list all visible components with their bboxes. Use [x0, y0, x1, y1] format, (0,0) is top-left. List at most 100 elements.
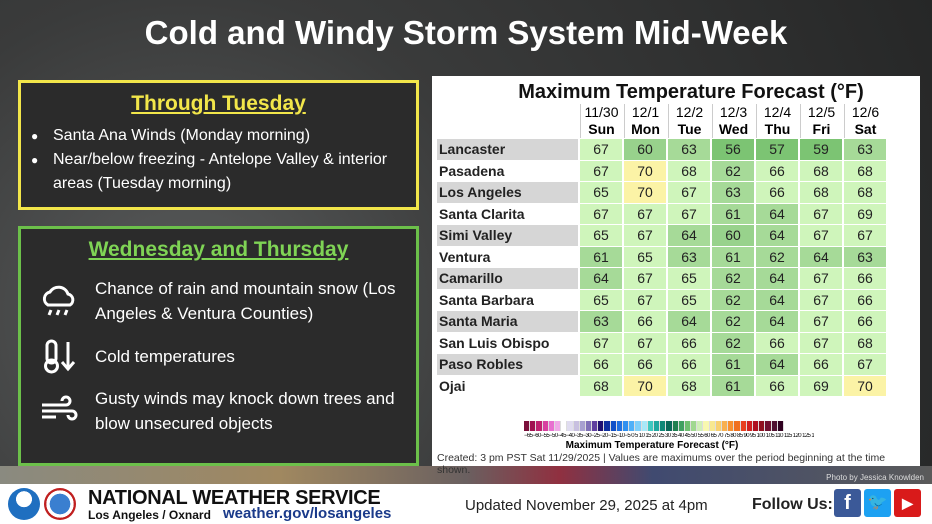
table-row: San Luis Obispo 67 67 66 62 66 67 68	[437, 332, 886, 353]
temp-cell: 67	[668, 182, 710, 203]
legend-swatch	[554, 421, 562, 431]
date-label: 12/3	[719, 104, 748, 120]
temp-cell: 68	[800, 160, 842, 181]
temp-cell: 66	[624, 311, 666, 332]
temp-cell: 67	[800, 332, 842, 353]
legend-swatch	[740, 421, 747, 431]
temp-cell: 64	[756, 203, 798, 224]
forecast-table: 11/30 Sun 12/1 Mon 12/2 Tue 12/3 Wed 12/4 Thu 12/5…	[435, 103, 888, 397]
legend-swatch	[598, 421, 605, 431]
noaa-logo	[8, 488, 40, 520]
city-name: Paso Robles	[437, 354, 578, 375]
temp-cell: 63	[668, 246, 710, 267]
temp-cell: 67	[668, 203, 710, 224]
through-tuesday-heading: Through Tuesday	[131, 92, 306, 115]
temp-cell: 67	[800, 225, 842, 246]
legend-swatch	[542, 421, 549, 431]
temp-cell: 66	[668, 354, 710, 375]
temp-cell: 64	[756, 268, 798, 289]
temp-cell: 67	[800, 289, 842, 310]
legend-swatch	[752, 421, 760, 431]
legend-swatch	[697, 421, 704, 431]
temp-cell: 63	[712, 182, 754, 203]
temp-cell: 68	[844, 182, 886, 203]
legend-swatch	[592, 421, 599, 431]
temp-cell: 67	[800, 311, 842, 332]
temp-cell: 70	[624, 182, 666, 203]
twitter-icon[interactable]: 🐦	[864, 489, 891, 517]
temp-cell: 60	[624, 139, 666, 160]
facebook-icon[interactable]: f	[834, 489, 861, 517]
temp-cell: 70	[844, 375, 886, 396]
temp-cell: 64	[668, 311, 710, 332]
table-row: Los Angeles 65 70 67 63 66 68 68	[437, 182, 886, 203]
temp-cell: 57	[756, 139, 798, 160]
website-link[interactable]: weather.gov/losangeles	[223, 505, 392, 522]
temp-cell: 66	[668, 332, 710, 353]
column-header: 12/2 Tue	[668, 104, 710, 138]
column-header: 12/1 Mon	[624, 104, 666, 138]
temp-cell: 67	[800, 268, 842, 289]
table-row: Simi Valley 65 67 64 60 64 67 67	[437, 225, 886, 246]
date-label: 12/2	[675, 104, 704, 120]
created-note: Created: 3 pm PST Sat 11/29/2025 | Value…	[437, 452, 886, 476]
cold-thermometer-icon	[44, 339, 76, 374]
rain-cloud-icon	[42, 285, 75, 316]
temp-cell: 70	[624, 375, 666, 396]
temp-cell: 59	[800, 139, 842, 160]
legend-swatch	[524, 421, 531, 431]
column-header: 12/5 Fri	[800, 104, 842, 138]
table-row: Paso Robles 66 66 66 61 64 66 67	[437, 354, 886, 375]
wind-icon	[42, 395, 78, 421]
temp-cell: 64	[756, 311, 798, 332]
temp-cell: 61	[712, 203, 754, 224]
day-label: Wed	[718, 121, 749, 137]
temp-cell: 60	[712, 225, 754, 246]
temp-cell: 64	[580, 268, 622, 289]
legend-swatch	[573, 421, 580, 431]
temp-cell: 67	[580, 139, 622, 160]
youtube-icon[interactable]: ▶	[894, 489, 921, 517]
legend-ticks: −65−60−55−50−45−40−35−30−25−20−15−10−5 0…	[524, 433, 814, 439]
legend-swatch	[777, 421, 784, 431]
temp-cell: 65	[580, 225, 622, 246]
column-header: 11/30 Sun	[580, 104, 622, 138]
date-label: 12/1	[631, 104, 660, 120]
legend-swatch	[635, 421, 642, 431]
temp-cell: 68	[668, 160, 710, 181]
column-header: 12/6 Sat	[844, 104, 886, 138]
day-label: Fri	[812, 121, 831, 137]
city-name: Lancaster	[437, 139, 578, 160]
temp-cell: 64	[756, 225, 798, 246]
table-row: Lancaster 67 60 63 56 57 59 63	[437, 139, 886, 160]
temp-cell: 65	[668, 289, 710, 310]
legend-swatch	[734, 421, 741, 431]
legend-swatch	[728, 421, 735, 431]
wed-thu-box: Wednesday and Thursday Chance of rain an…	[18, 226, 419, 466]
city-name: Camarillo	[437, 268, 578, 289]
temp-cell: 63	[844, 246, 886, 267]
city-name: Ojai	[439, 377, 466, 394]
temp-cell: 65	[668, 268, 710, 289]
bullet-item: Near/below freezing - Antelope Valley & …	[31, 148, 416, 196]
temp-cell: 56	[712, 139, 754, 160]
legend-swatch	[579, 421, 586, 431]
day-label: Sun	[588, 121, 615, 137]
forecast-panel: Maximum Temperature Forecast (°F) 11/30 S…	[432, 76, 920, 476]
through-tuesday-box: Through Tuesday Santa Ana Winds (Monday …	[18, 80, 419, 210]
temp-cell: 68	[580, 375, 622, 396]
temp-cell: 64	[800, 246, 842, 267]
temp-cell: 70	[624, 160, 666, 181]
legend-swatch	[715, 421, 722, 431]
legend-swatch	[567, 421, 574, 431]
city-name: Ventura	[439, 248, 491, 265]
temp-cell: 66	[756, 182, 798, 203]
bullet-item: Santa Ana Winds (Monday morning)	[31, 124, 416, 148]
legend-swatch	[530, 421, 537, 431]
legend-swatch	[666, 421, 673, 431]
temp-cell: 66	[756, 160, 798, 181]
temp-cell: 62	[712, 268, 754, 289]
legend-swatch	[759, 421, 766, 431]
temp-cell: 64	[756, 289, 798, 310]
city-name: Los Angeles	[437, 182, 578, 203]
